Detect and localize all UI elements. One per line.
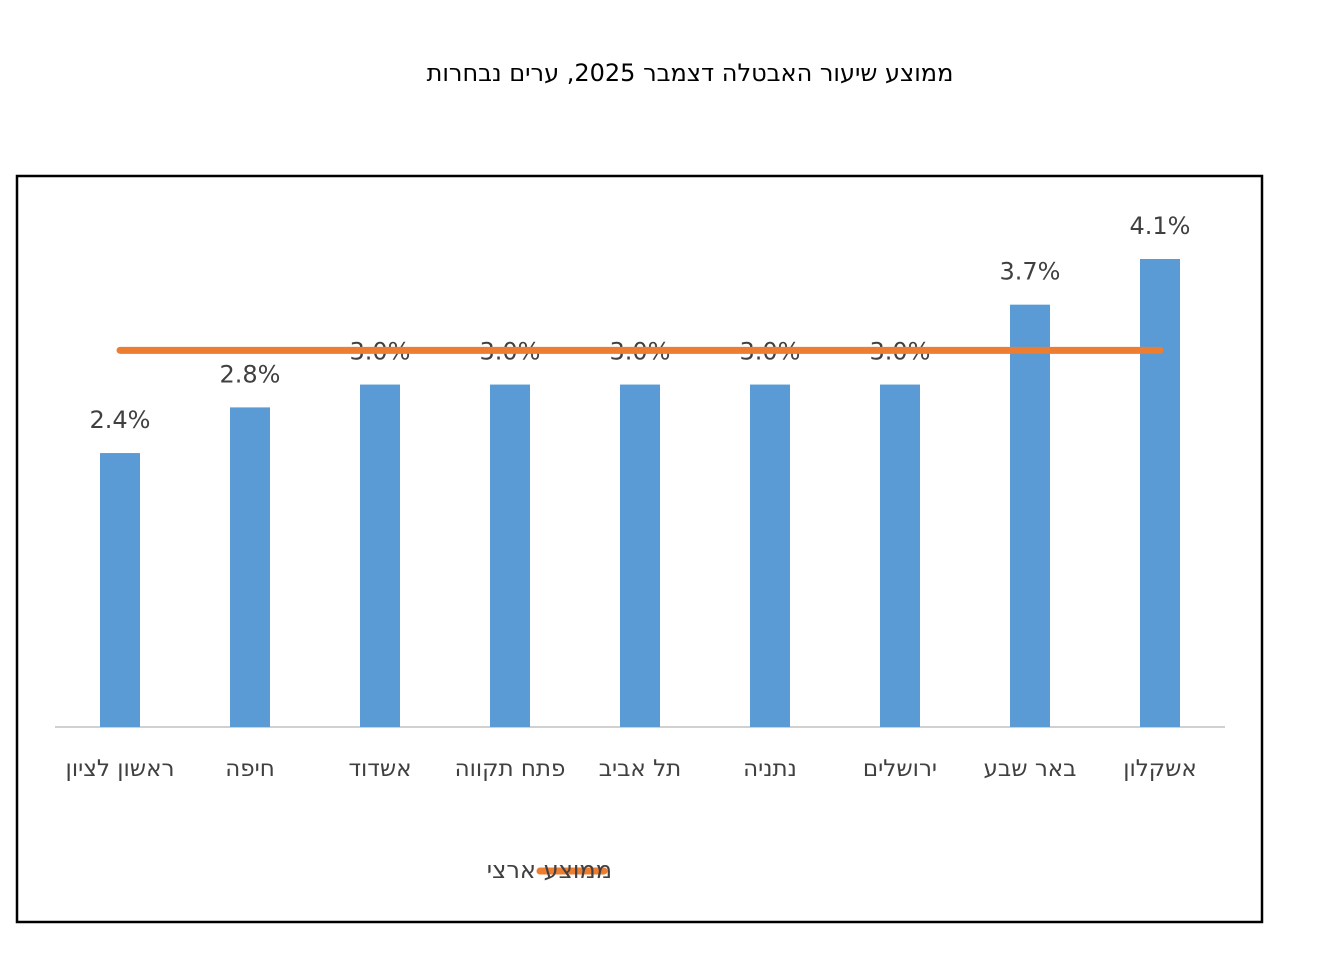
x-tick-label: אשקלון <box>1123 756 1197 782</box>
legend-label: ממוצע ארצי <box>487 856 612 884</box>
x-tick-label: ראשון לציון <box>65 756 175 782</box>
bar <box>1010 304 1050 727</box>
bar <box>230 407 270 727</box>
bar <box>880 384 920 727</box>
data-label: 2.4% <box>90 406 151 434</box>
x-tick-label: פתח תקווה <box>454 756 566 782</box>
bar <box>490 384 530 727</box>
x-tick-label: חיפה <box>225 756 275 782</box>
x-tick-label: ירושלים <box>862 756 938 782</box>
x-tick-label: אשדוד <box>348 756 412 782</box>
bar <box>1140 259 1180 727</box>
data-label: 2.8% <box>220 360 281 388</box>
bar <box>100 453 140 727</box>
bar <box>750 384 790 727</box>
x-tick-label: נתניה <box>743 756 797 782</box>
chart-title: ממוצע שיעור האבטלה דצמבר 2025, ערים נבחר… <box>427 59 954 87</box>
x-tick-label: תל אביב <box>598 756 682 782</box>
x-tick-label: באר שבע <box>983 756 1077 782</box>
chart-frame <box>15 174 1264 924</box>
data-label: 3.7% <box>1000 258 1061 286</box>
data-label: 4.1% <box>1130 212 1191 240</box>
bar <box>620 384 660 727</box>
bar <box>360 384 400 727</box>
